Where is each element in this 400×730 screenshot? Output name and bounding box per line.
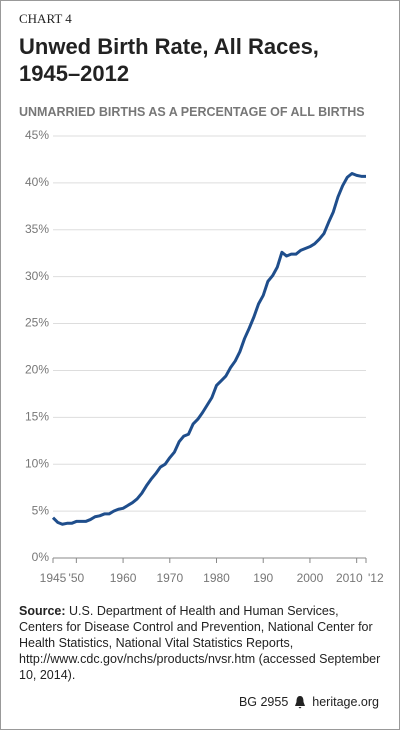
y-tick-label: 5% [32, 503, 50, 517]
y-tick-label: 15% [25, 410, 49, 424]
chart-title: Unwed Birth Rate, All Races, 1945–2012 [19, 34, 319, 86]
x-tick-label: 2000 [297, 571, 324, 585]
bell-icon [295, 696, 306, 709]
x-tick-label: 1960 [110, 571, 137, 585]
site: heritage.org [312, 695, 379, 709]
x-tick-label: 2010 [336, 571, 363, 585]
y-tick-label: 30% [25, 269, 49, 283]
chart: 0% 5% 10% 15% 20% 25% 30% 35% 40% 45% 1945'50 1960 1… [25, 128, 384, 585]
y-tick-label: 35% [25, 222, 49, 236]
chart-subtitle: UNMARRIED BIRTHS AS A PERCENTAGE OF ALL … [19, 105, 365, 119]
source-label: Source: [19, 604, 66, 618]
x-tick-label: 1970 [156, 571, 183, 585]
y-tick-label: 25% [25, 316, 49, 330]
chart-label: CHART 4 [19, 11, 72, 26]
x-tick-label: 190 [253, 571, 273, 585]
y-tick-label: 20% [25, 363, 49, 377]
source-text: U.S. Department of Health and Human Serv… [19, 604, 381, 682]
x-tick-label: '50 [69, 571, 85, 585]
x-tick-label: 1980 [203, 571, 230, 585]
y-tick-label: 10% [25, 456, 49, 470]
x-tick-label: '12 [368, 571, 384, 585]
y-tick-label: 0% [32, 550, 50, 564]
y-tick-label: 40% [25, 175, 49, 189]
footer: BG 2955 heritage.org [239, 695, 379, 709]
y-tick-label: 45% [25, 128, 49, 142]
source-note: Source: U.S. Department of Health and Hu… [19, 603, 384, 683]
report-number: BG 2955 [238, 695, 289, 709]
x-tick-label: 1945 [40, 571, 67, 585]
data-line [51, 172, 366, 526]
